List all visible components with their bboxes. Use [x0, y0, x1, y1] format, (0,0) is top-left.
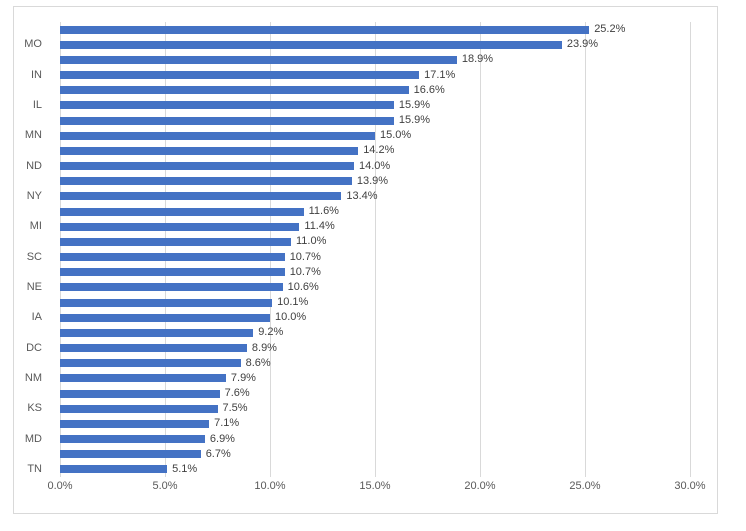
bar-value-label: 9.2% [258, 326, 284, 339]
gridline [585, 22, 586, 477]
gridline [270, 22, 271, 477]
y-axis: MO IN IL MN ND NY MI SC NE IA DC NM KS MD TN [14, 22, 42, 477]
bar [60, 465, 168, 474]
bar-value-label: 11.6% [308, 205, 339, 218]
bar-value-label: 25.2% [594, 23, 626, 36]
bar-value-label: 8.9% [251, 341, 277, 354]
bar [60, 237, 291, 246]
bar-value-label: 15.9% [398, 98, 431, 111]
y-axis-label: SC [26, 250, 42, 263]
bar [60, 131, 375, 140]
bar [60, 162, 354, 171]
bar [60, 177, 352, 186]
y-axis-label: TN [27, 462, 42, 475]
bar-value-label: 13.9% [356, 174, 389, 187]
bar [60, 313, 270, 322]
y-axis-label: DC [26, 341, 42, 354]
bar-value-label: 15.0% [380, 129, 412, 142]
bar [60, 207, 304, 216]
bar-value-label: 15.9% [398, 114, 431, 127]
bar-value-label: 10.7% [289, 265, 321, 278]
y-axis-label: MO [24, 38, 42, 51]
bar [60, 146, 359, 155]
bar-value-label: 7.6% [224, 387, 250, 400]
y-axis-label: NE [26, 280, 42, 293]
gridline [480, 22, 481, 477]
bar-value-label: 6.7% [205, 447, 231, 460]
bar [60, 298, 273, 307]
bar [60, 116, 394, 125]
bar [60, 222, 300, 231]
y-axis-label: IL [32, 98, 42, 111]
bar-value-label: 23.9% [566, 38, 599, 51]
bar [60, 268, 285, 277]
x-axis-tick-label: 15.0% [359, 480, 391, 492]
x-axis-tick-label: 5.0% [152, 480, 178, 492]
x-axis-tick-label: 25.0% [569, 480, 601, 492]
y-axis-label: IN [31, 68, 42, 81]
bar [60, 283, 283, 292]
bar [60, 328, 254, 337]
bar-value-label: 7.9% [230, 371, 256, 384]
y-axis-label: NM [24, 371, 42, 384]
bar-value-label: 14.2% [363, 144, 395, 157]
bar [60, 344, 247, 353]
bar-value-label: 10.0% [275, 311, 307, 324]
y-axis-label: IA [31, 311, 42, 324]
bar-value-label: 14.0% [359, 159, 391, 172]
y-axis-label: MN [24, 129, 42, 142]
bar [60, 359, 241, 368]
bar [60, 374, 226, 383]
x-axis-tick-label: 10.0% [254, 480, 286, 492]
bar-value-label: 11.0% [296, 235, 327, 248]
bar [60, 86, 409, 95]
bar [60, 435, 205, 444]
bar-value-label: 10.6% [287, 280, 319, 293]
bar [60, 404, 218, 413]
bar-value-label: 17.1% [424, 68, 456, 81]
bar-value-label: 18.9% [461, 53, 494, 66]
bar-value-label: 5.1% [172, 462, 198, 475]
bar [60, 25, 590, 34]
y-axis-label: MI [29, 220, 42, 233]
bar-value-label: 13.4% [346, 189, 378, 202]
bar [60, 419, 210, 428]
x-axis-tick-label: 0.0% [47, 480, 73, 492]
y-axis-label: NY [26, 189, 42, 202]
bar [60, 450, 201, 459]
y-axis-label: MD [24, 432, 42, 445]
x-axis-tick-label: 20.0% [464, 480, 496, 492]
bar-value-label: 7.5% [222, 402, 248, 415]
x-axis: 0.0% 5.0% 10.0% 15.0% 20.0% 25.0% 30.0% [14, 480, 717, 496]
gridline [375, 22, 376, 477]
bar [60, 101, 394, 110]
gridline [165, 22, 166, 477]
bar-value-label: 16.6% [413, 83, 445, 96]
bar [60, 192, 342, 201]
bar-value-label: 10.7% [289, 250, 321, 263]
gridline [60, 22, 61, 477]
y-axis-label: KS [27, 402, 42, 415]
bar [60, 55, 457, 64]
chart: MO IN IL MN ND NY MI SC NE IA DC NM KS MD TN 25.2% 23.9… [13, 6, 718, 514]
bar-value-label: 8.6% [245, 356, 271, 369]
plot-area: 25.2% 23.9% 18.9% 17.1% 16.6% 15.9% 15.9% 15.0%… [60, 22, 691, 477]
bar [60, 71, 420, 80]
bar [60, 389, 220, 398]
x-axis-tick-label: 30.0% [674, 480, 706, 492]
bar-value-label: 10.1% [277, 296, 309, 309]
bar [60, 253, 285, 262]
bar [60, 40, 562, 49]
bar-value-label: 7.1% [214, 417, 240, 430]
gridline [690, 22, 691, 477]
bar-value-label: 6.9% [209, 432, 235, 445]
y-axis-label: ND [26, 159, 42, 172]
bar-value-label: 11.4% [304, 220, 335, 233]
